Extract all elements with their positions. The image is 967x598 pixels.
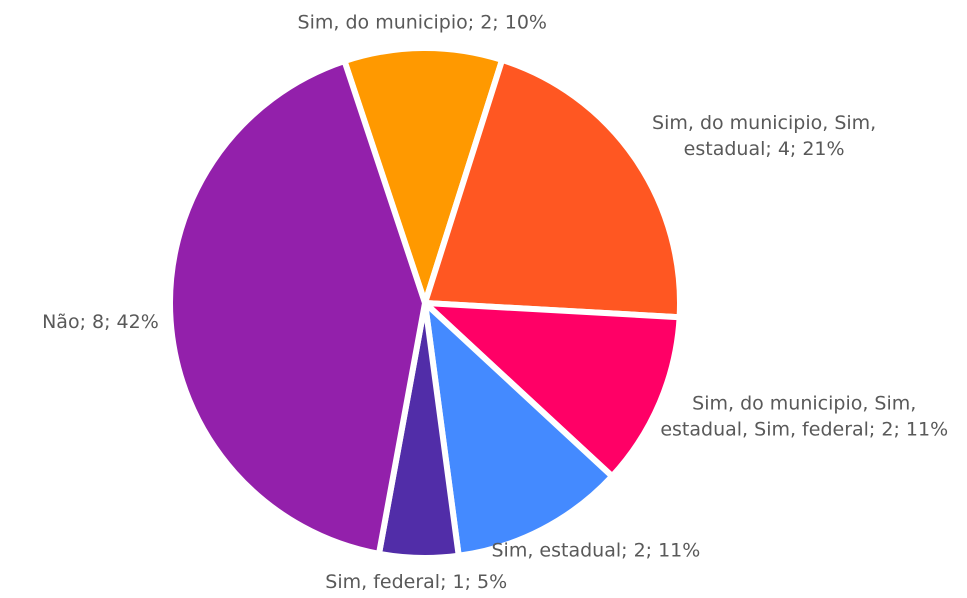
data-label: Sim, do municipio, Sim, estadual, Sim, f…	[660, 392, 949, 441]
data-label: Sim, do municipio; 2; 10%	[297, 11, 547, 34]
pie-slice	[422, 56, 683, 321]
pie-slice	[341, 45, 506, 306]
data-label: Não; 8; 42%	[42, 310, 159, 333]
pie-slice	[422, 300, 683, 480]
data-label: Sim, federal; 1; 5%	[325, 570, 508, 593]
pie-slice	[167, 58, 428, 557]
pie-slice	[422, 300, 616, 559]
data-label: Sim, estadual; 2; 11%	[491, 539, 701, 562]
data-label: Sim, do municipio, Sim, estadual; 4; 21%	[652, 112, 877, 160]
